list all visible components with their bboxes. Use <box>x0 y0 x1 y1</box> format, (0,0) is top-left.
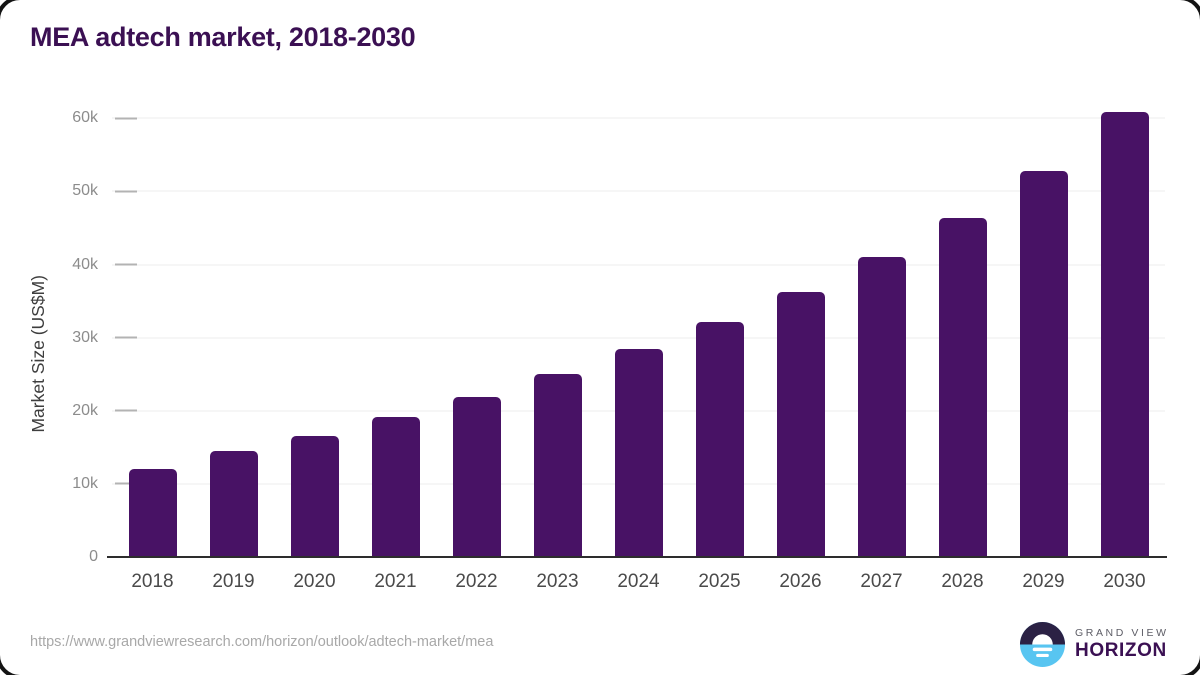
bar-2024[interactable] <box>614 349 663 557</box>
bar-slot <box>112 100 193 557</box>
bar-2027[interactable] <box>857 257 906 557</box>
bar-slot <box>1084 100 1165 557</box>
logo-line1: GRAND VIEW <box>1075 627 1169 639</box>
bar-2021[interactable] <box>371 417 420 557</box>
x-tick-label: 2025 <box>698 571 741 592</box>
y-tick-label: 30k <box>72 328 98 346</box>
bar-slot <box>436 100 517 557</box>
horizon-logo-icon <box>1019 621 1066 668</box>
bar-2025[interactable] <box>695 322 744 557</box>
logo-text: GRAND VIEW HORIZON <box>1075 627 1169 662</box>
gridline <box>112 190 1165 193</box>
y-tick-label: 0 <box>89 548 98 565</box>
bar-slot <box>841 100 922 557</box>
gridline <box>112 336 1165 339</box>
bar-2023[interactable] <box>533 374 582 557</box>
x-tick-label: 2018 <box>131 571 174 592</box>
bar-slot <box>355 100 436 557</box>
bar-slot <box>517 100 598 557</box>
bar-2028[interactable] <box>938 217 987 557</box>
bar-2026[interactable] <box>776 291 825 557</box>
y-tick-label: 20k <box>72 401 98 419</box>
plot-area <box>107 100 1167 558</box>
logo-line2: HORIZON <box>1075 640 1167 661</box>
bar-2030[interactable] <box>1100 111 1149 557</box>
bar-slot <box>922 100 1003 557</box>
x-tick-label: 2026 <box>779 571 822 592</box>
bar-2022[interactable] <box>452 396 501 557</box>
y-tick-label: 60k <box>72 109 98 127</box>
x-axis-line <box>107 556 1167 558</box>
x-tick-label: 2027 <box>860 571 903 592</box>
x-tick-label: 2022 <box>455 571 498 592</box>
x-tick-label: 2019 <box>212 571 255 592</box>
x-tick-label: 2024 <box>617 571 660 592</box>
gridline <box>112 263 1165 266</box>
bar-2020[interactable] <box>290 436 339 557</box>
bar-slot <box>193 100 274 557</box>
bar-slot <box>274 100 355 557</box>
y-tick-label: 40k <box>72 255 98 273</box>
bar-slot <box>760 100 841 557</box>
bars <box>112 100 1165 557</box>
bar-slot <box>679 100 760 557</box>
bar-slot <box>598 100 679 557</box>
x-tick-label: 2029 <box>1022 571 1065 592</box>
x-tick-label: 2020 <box>293 571 336 592</box>
bar-slot <box>1003 100 1084 557</box>
brand-logo: GRAND VIEW HORIZON <box>1019 621 1169 668</box>
bar-2018[interactable] <box>128 469 177 557</box>
x-tick-label: 2021 <box>374 571 417 592</box>
x-tick-label: 2030 <box>1103 571 1146 592</box>
chart-title: MEA adtech market, 2018-2030 <box>30 22 416 52</box>
gridline <box>112 117 1165 120</box>
x-tick-label: 2028 <box>941 571 984 592</box>
y-tick-label: 10k <box>72 474 98 492</box>
x-tick-label: 2023 <box>536 571 579 592</box>
bar-2029[interactable] <box>1019 170 1068 557</box>
y-tick-labels: 0 10k 20k 30k 40k 50k 60k <box>0 100 98 565</box>
y-tick-label: 50k <box>72 182 98 200</box>
source-url[interactable]: https://www.grandviewresearch.com/horizo… <box>30 634 494 650</box>
x-tick-labels: 2018 2019 2020 2021 2022 2023 2024 2025 2026 2027… <box>112 571 1165 593</box>
bar-2019[interactable] <box>209 450 258 557</box>
